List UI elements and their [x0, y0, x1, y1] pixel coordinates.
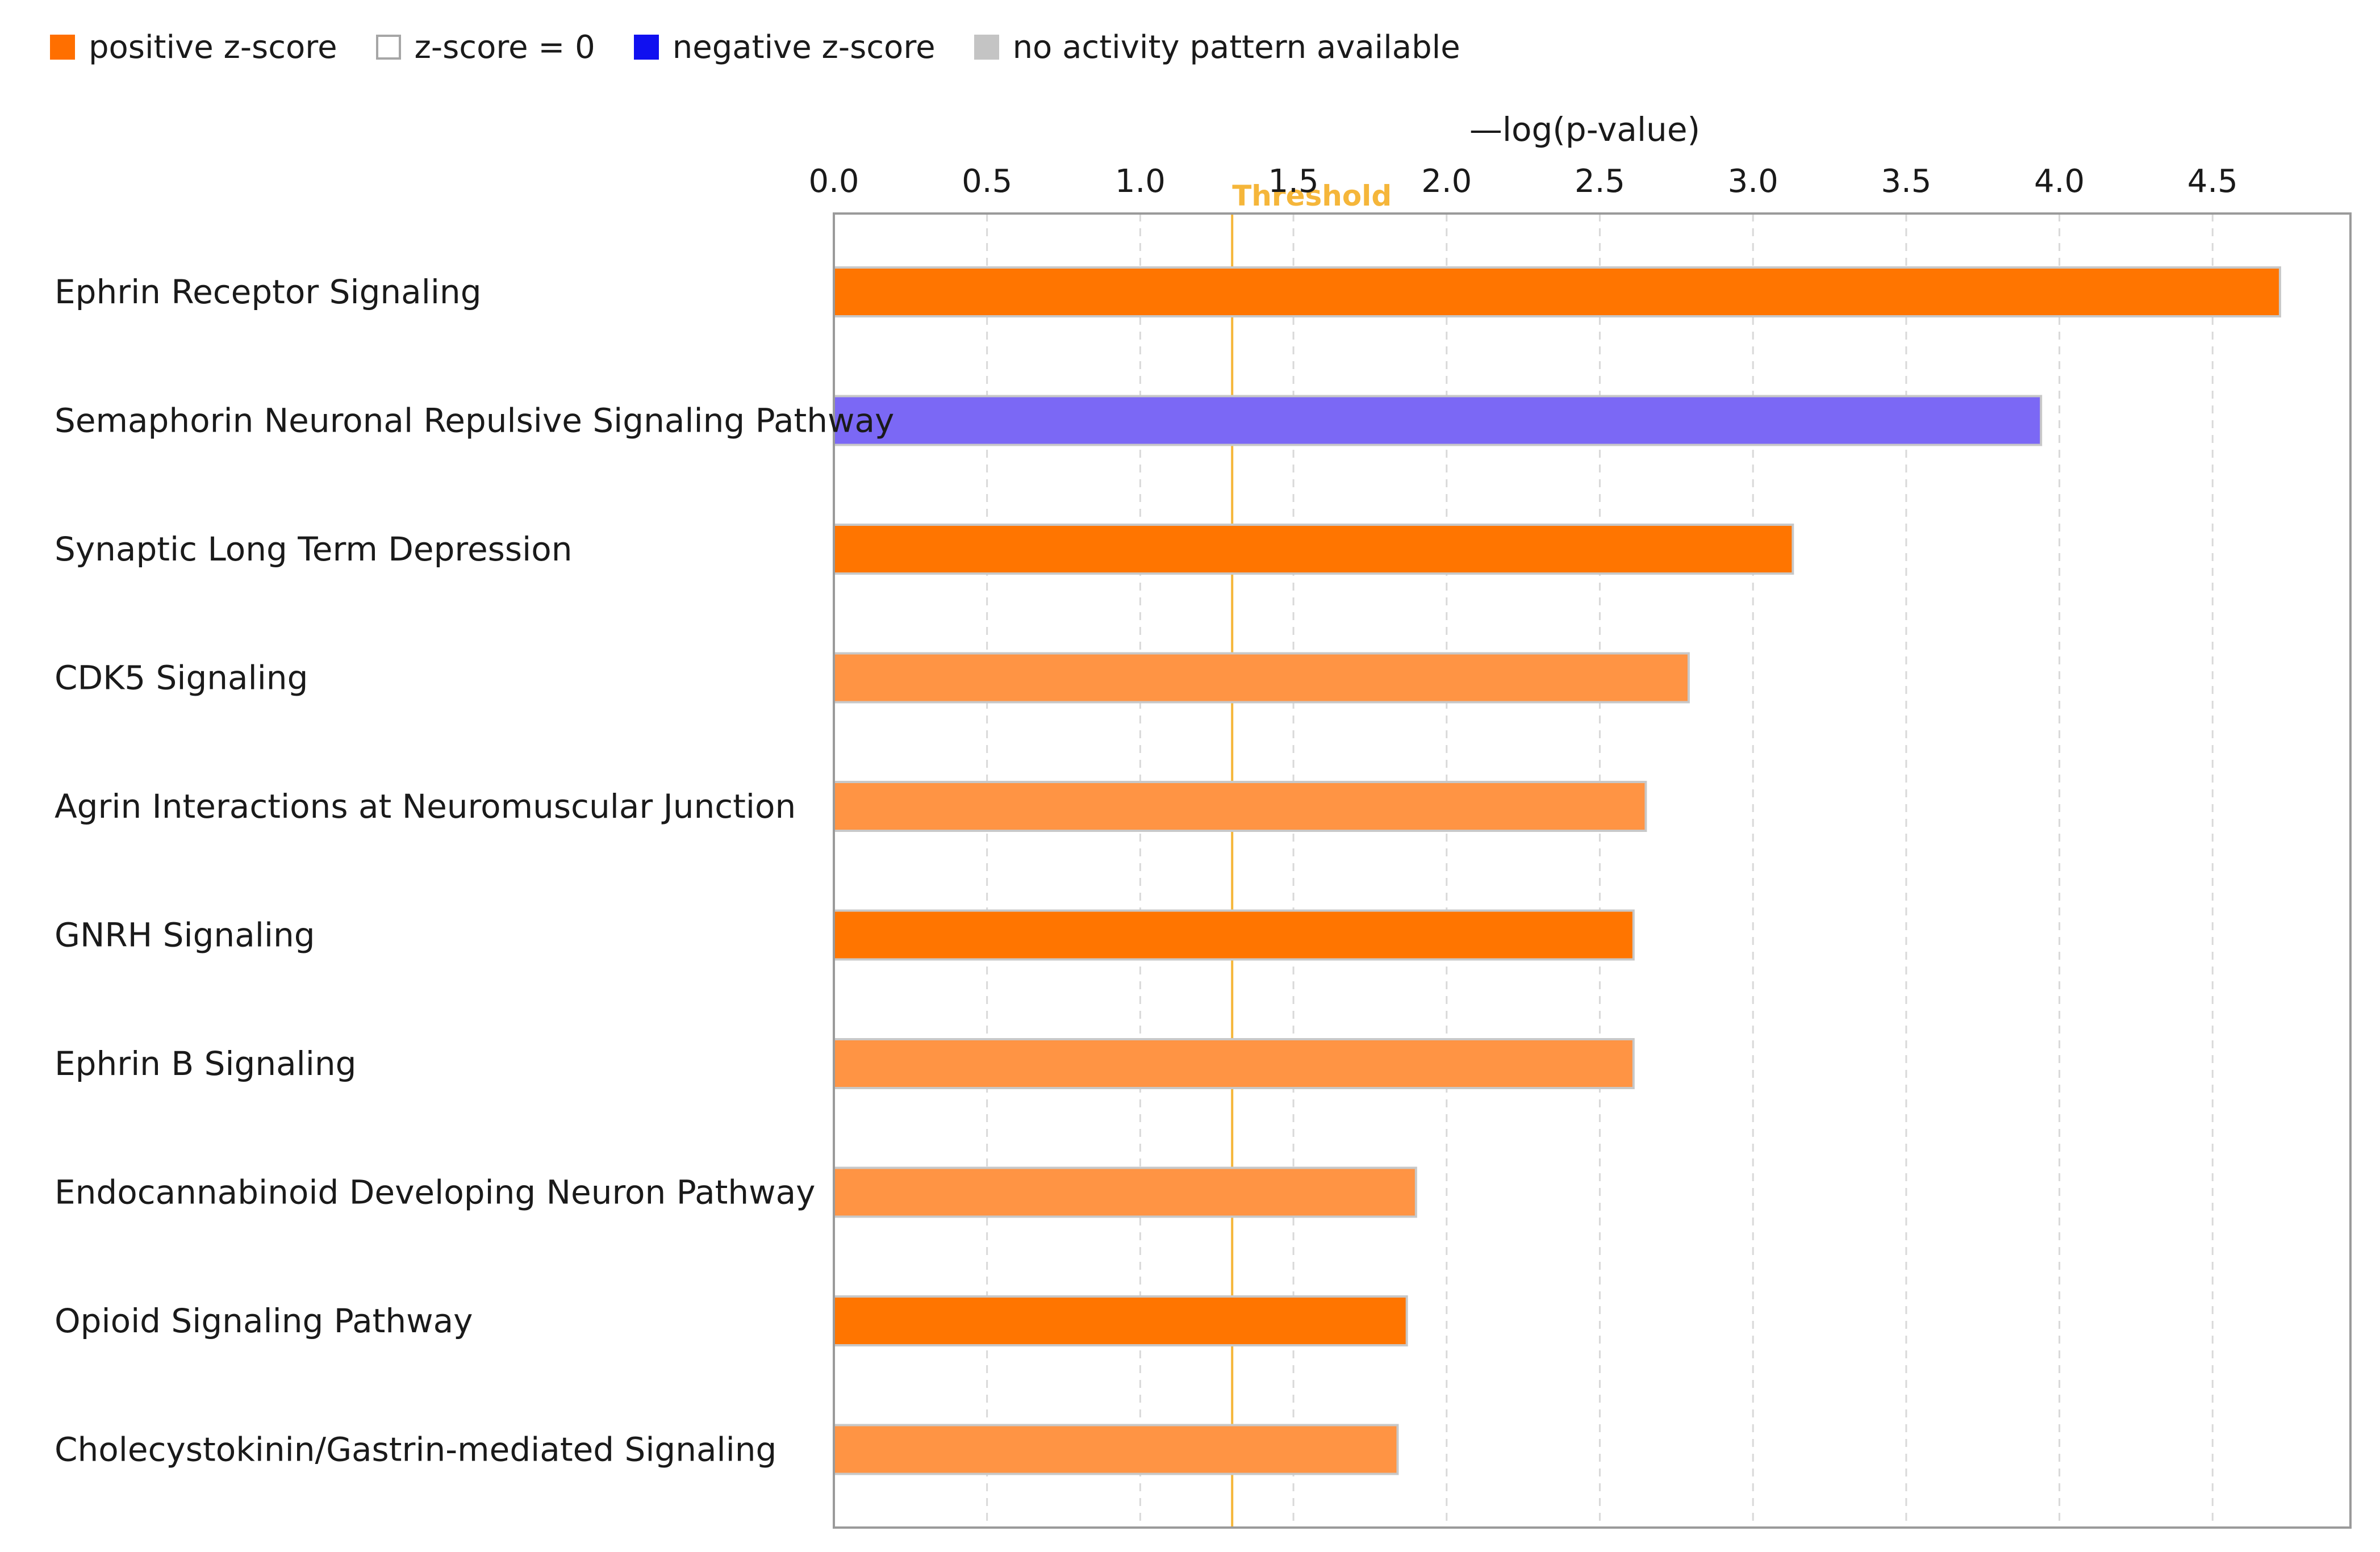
legend-swatch — [375, 35, 401, 60]
legend-label: negative z-score — [672, 28, 936, 66]
bar — [833, 909, 1635, 961]
x-tick-label: 3.5 — [1881, 163, 1931, 200]
x-tick-label: 0.0 — [808, 163, 859, 200]
threshold-label: Threshold — [1232, 179, 1392, 212]
bar — [833, 1038, 1635, 1089]
bar — [833, 1424, 1399, 1475]
legend: positive z-score z-score = 0 negative z-sc… — [50, 22, 1499, 73]
category-label: Agrin Interactions at Neuromuscular Junc… — [55, 787, 796, 826]
bar — [833, 1295, 1408, 1346]
bar — [833, 266, 2281, 317]
category-label: Ephrin Receptor Signaling — [55, 273, 482, 311]
category-label: CDK5 Signaling — [55, 659, 308, 697]
bar — [833, 781, 1647, 832]
category-label: GNRH Signaling — [55, 916, 315, 955]
legend-label: positive z-score — [89, 28, 337, 66]
x-tick-label: 1.0 — [1115, 163, 1166, 200]
bar — [833, 395, 2043, 446]
legend-item: z-score = 0 — [375, 28, 595, 66]
plot-frame — [833, 212, 2352, 1529]
legend-swatch — [974, 35, 999, 60]
category-labels: Ephrin Receptor Signaling Semaphorin Neur… — [55, 273, 894, 1469]
legend-item: no activity pattern available — [974, 29, 1460, 66]
bar — [833, 1166, 1417, 1218]
x-axis-title: —log(p-value) — [1469, 110, 1700, 149]
legend-label: no activity pattern available — [1012, 28, 1460, 66]
legend-label: z-score = 0 — [414, 28, 595, 66]
bars — [833, 266, 2281, 1475]
category-label: Semaphorin Neuronal Repulsive Signaling … — [55, 401, 894, 440]
legend-swatch — [633, 35, 659, 60]
plot-border — [833, 212, 2352, 1529]
legend-item: negative z-score — [633, 28, 936, 66]
category-label: Endocannabinoid Developing Neuron Pathwa… — [55, 1173, 815, 1212]
x-tick-labels: 0.0 0.5 1.0 1.5 2.0 2.5 3.0 3.5 4.0 4.5 — [808, 163, 2237, 200]
category-label: Synaptic Long Term Depression — [55, 530, 572, 568]
x-tick-label: 2.5 — [1575, 163, 1625, 200]
category-label: Opioid Signaling Pathway — [55, 1302, 473, 1340]
x-tick-label: 2.0 — [1421, 163, 1472, 200]
legend-item: positive z-score — [50, 29, 337, 66]
legend-swatch — [50, 35, 75, 60]
x-tick-label: 4.0 — [2034, 163, 2085, 200]
bar — [833, 652, 1690, 704]
category-label: Ephrin B Signaling — [55, 1044, 356, 1083]
x-tick-label: 3.0 — [1728, 163, 1778, 200]
x-tick-label: 1.5 — [1268, 163, 1319, 200]
x-tick-label: 0.5 — [962, 163, 1012, 200]
x-tick-label: 4.5 — [2187, 163, 2238, 200]
category-label: Cholecystokinin/Gastrin-mediated Signali… — [55, 1430, 776, 1469]
bar — [833, 524, 1794, 575]
